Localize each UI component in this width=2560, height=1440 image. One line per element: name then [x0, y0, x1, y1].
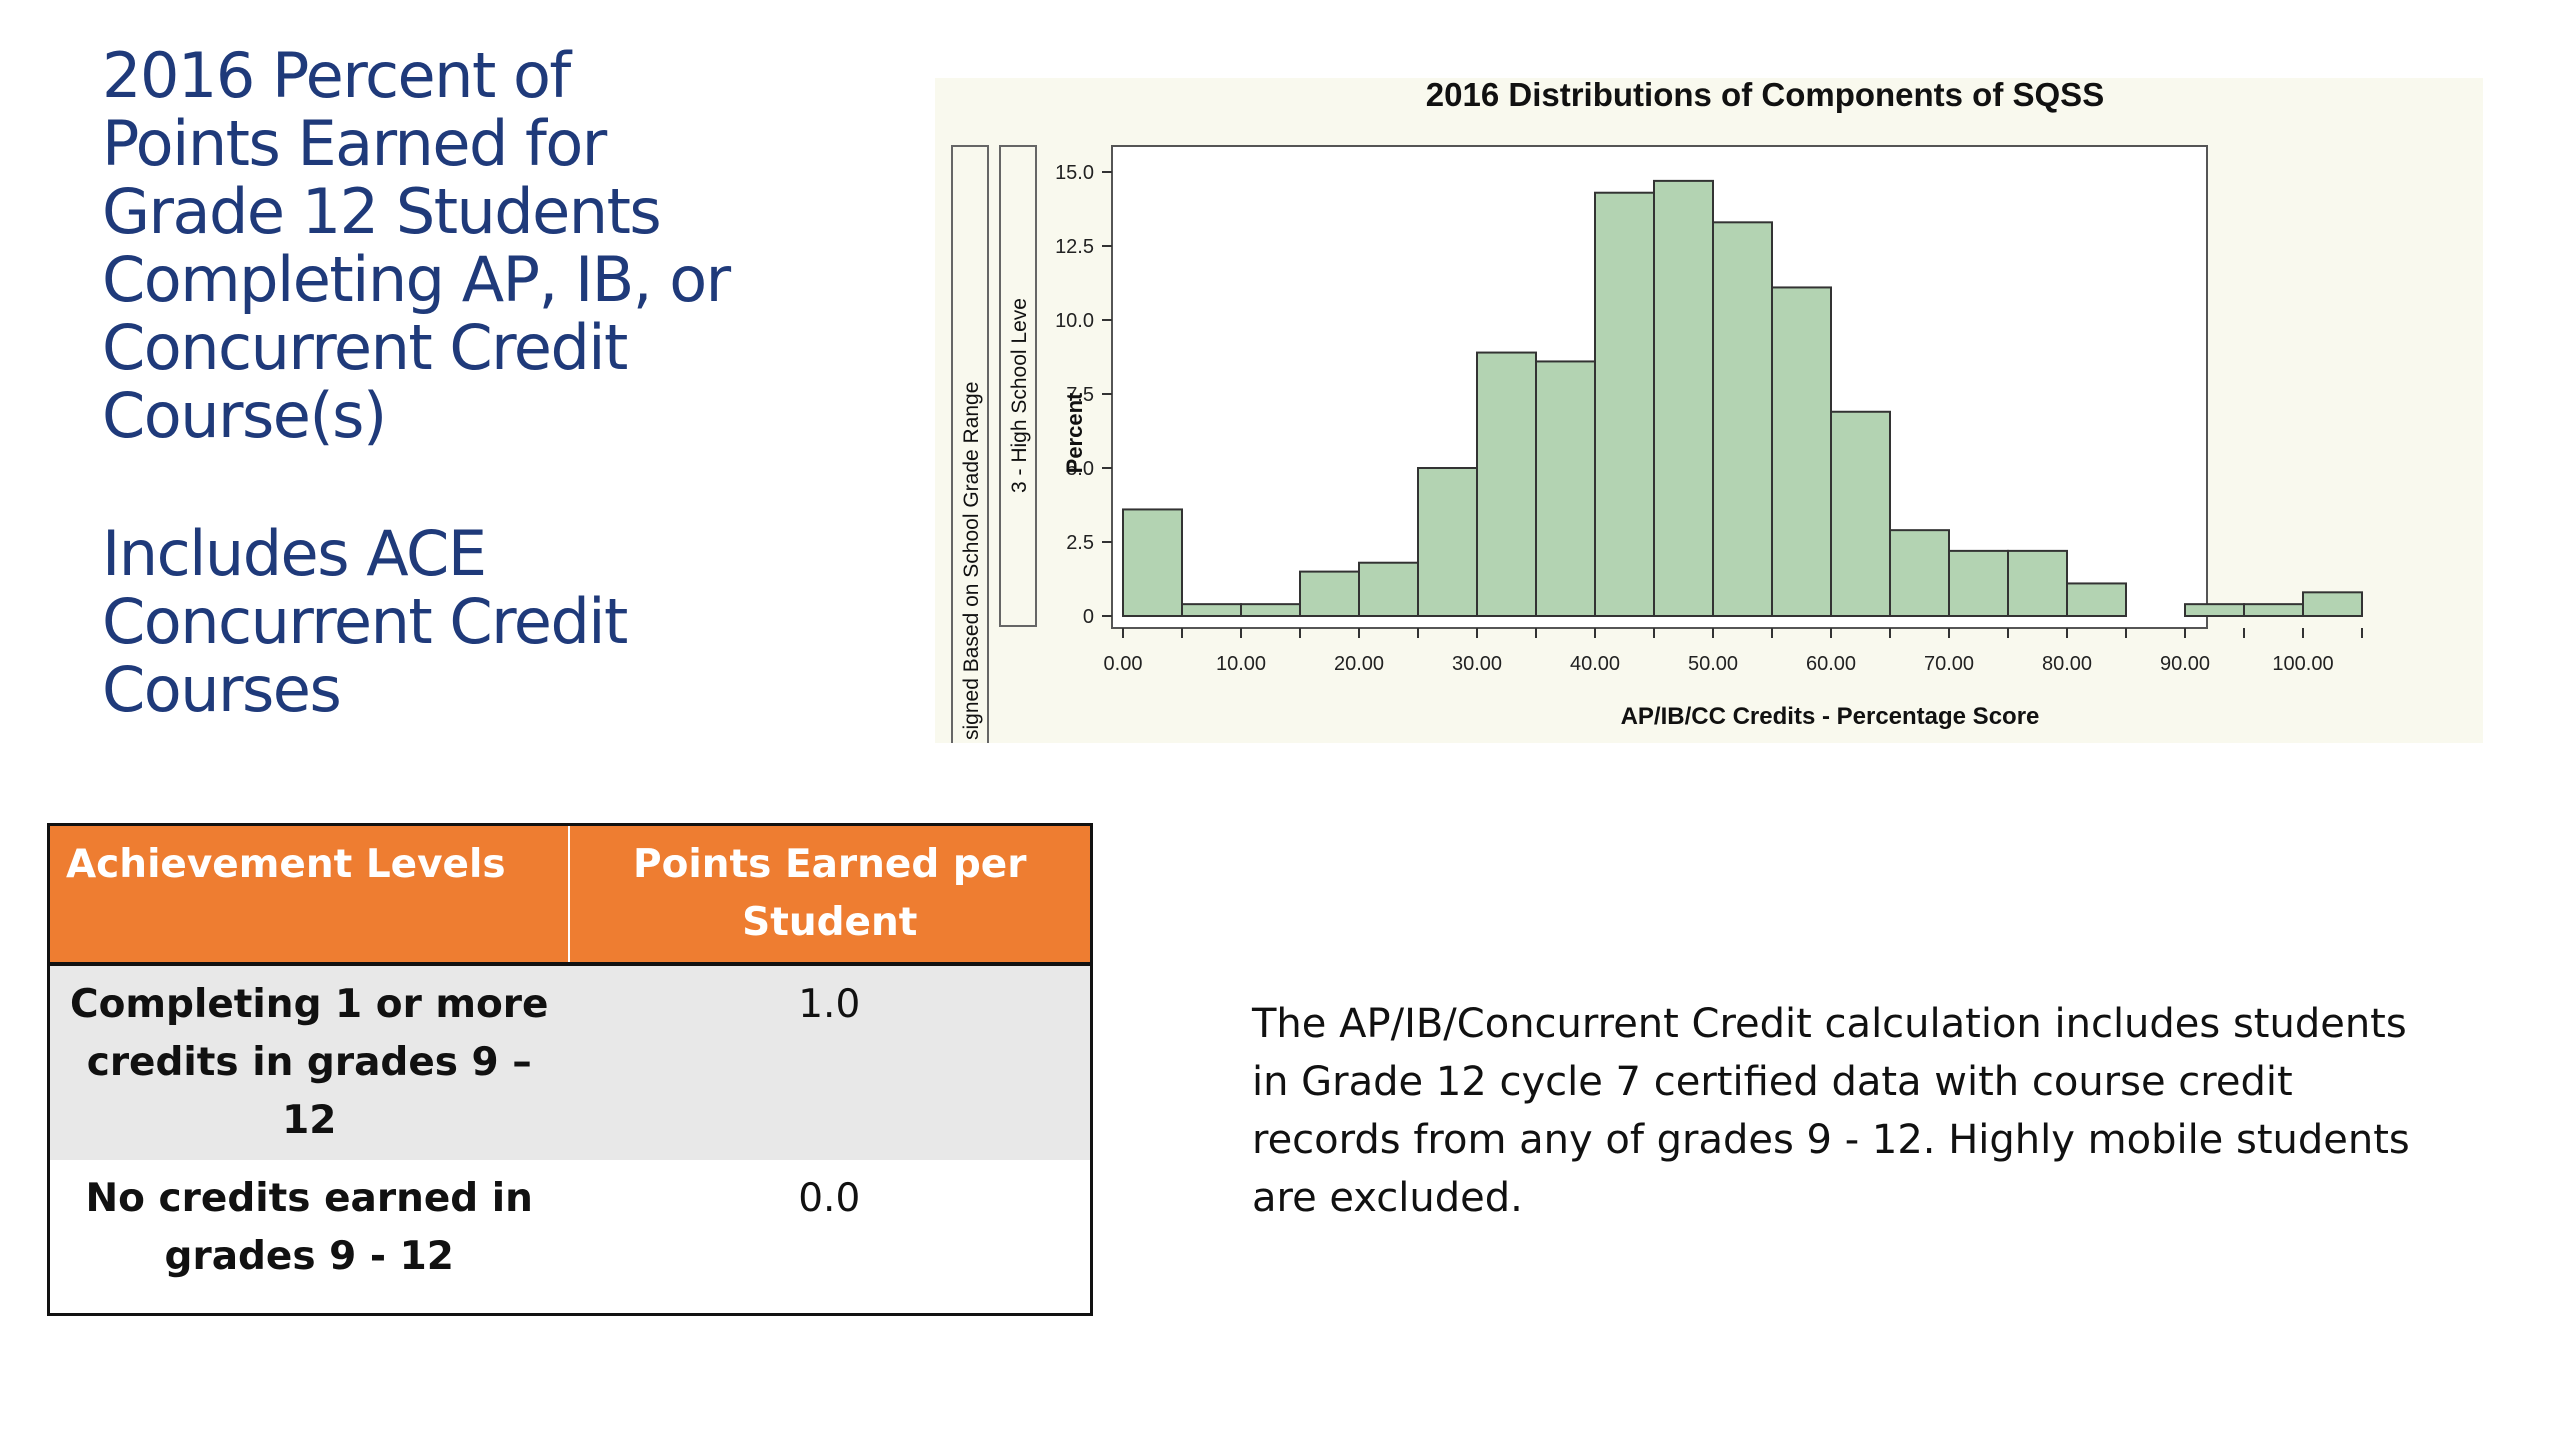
table-row: No credits earned in grades 9 - 12 0.0 [48, 1160, 1092, 1314]
points-table: Achievement Levels Points Earned per Stu… [47, 823, 1093, 1316]
histogram-bar [1948, 549, 2009, 618]
histogram-chart: 2016 Distributions of Components of SQSS… [935, 78, 2483, 743]
histogram-bar [1653, 179, 1714, 617]
calculation-note: The AP/IB/Concurrent Credit calculation … [1252, 1001, 2410, 1221]
achievement-level-cell: Completing 1 or more credits in grades 9… [48, 964, 569, 1160]
chart-title: 2016 Distributions of Components of SQSS [1426, 78, 2104, 113]
x-tick-label: 70.00 [1924, 653, 1974, 675]
y-tick-label: 2.5 [1066, 532, 1094, 554]
histogram-bar [2066, 582, 2127, 618]
histogram-bar [1712, 221, 1773, 617]
points-cell: 1.0 [568, 964, 1092, 1160]
panel-label-box-inner [999, 145, 1037, 627]
table-row: Completing 1 or more credits in grades 9… [48, 964, 1092, 1160]
x-tick-label: 0.00 [1104, 653, 1143, 675]
x-tick-label: 50.00 [1688, 653, 1738, 675]
x-tick-label: 100.00 [2272, 653, 2333, 675]
histogram-bar [2302, 591, 2363, 618]
histogram-bar [1240, 603, 1301, 617]
slide-title: 2016 Percent of Points Earned for Grade … [102, 39, 731, 452]
histogram-bar [1181, 603, 1242, 617]
histogram-bar [1594, 191, 1655, 617]
histogram-bar [1358, 561, 1419, 617]
table-header-row: Achievement Levels Points Earned per Stu… [48, 824, 1092, 964]
y-tick-label: 15.0 [1055, 162, 1094, 184]
y-tick-label: 7.5 [1066, 384, 1094, 406]
y-tick-label: 12.5 [1055, 236, 1094, 258]
x-tick-label: 90.00 [2160, 653, 2210, 675]
header-points-earned: Points Earned per Student [568, 824, 1092, 964]
chart-svg: 2016 Distributions of Components of SQSS… [951, 78, 2363, 743]
y-tick-label: 10.0 [1055, 310, 1094, 332]
histogram-bar [1476, 351, 1537, 617]
slide-subtitle: Includes ACE Concurrent Credit Courses [102, 517, 628, 726]
achievement-level-cell: No credits earned in grades 9 - 12 [48, 1160, 569, 1314]
x-tick-label: 60.00 [1806, 653, 1856, 675]
panel-label-box-outer [951, 145, 989, 743]
histogram-bar [2184, 603, 2245, 617]
histogram-bar [1771, 286, 1832, 617]
y-tick-label: 0 [1083, 606, 1094, 628]
histogram-bar [2243, 603, 2304, 617]
y-axis-label: Percent [1062, 392, 1087, 473]
x-tick-label: 80.00 [2042, 653, 2092, 675]
x-axis-label: AP/IB/CC Credits - Percentage Score [1621, 703, 2040, 730]
histogram-bar [2007, 549, 2068, 618]
histogram-bar [1889, 529, 1950, 617]
bars-group [1122, 179, 2363, 618]
panel-label-inner: 3 - High School Leve [1008, 298, 1031, 493]
panel-label-outer: signed Based on School Grade Range [960, 382, 983, 740]
histogram-bar [1417, 467, 1478, 617]
x-tick-label: 30.00 [1452, 653, 1502, 675]
header-achievement-levels: Achievement Levels [48, 824, 570, 964]
histogram-bar [1299, 570, 1360, 618]
x-tick-label: 20.00 [1334, 653, 1384, 675]
y-axis: 0 2.5 5.0 7.5 10.0 12.5 15.0 [1055, 162, 1112, 628]
histogram-bar [1830, 410, 1891, 618]
x-tick-label: 40.00 [1570, 653, 1620, 675]
y-tick-label: 5.0 [1066, 458, 1094, 480]
x-axis: 0.00 10.00 20.00 30.00 40.00 50.00 60.00 70.00 8… [1104, 628, 2363, 675]
histogram-bar [1122, 508, 1183, 617]
x-tick-label: 10.00 [1216, 653, 1266, 675]
histogram-bar [1535, 360, 1596, 617]
points-cell: 0.0 [568, 1160, 1092, 1314]
